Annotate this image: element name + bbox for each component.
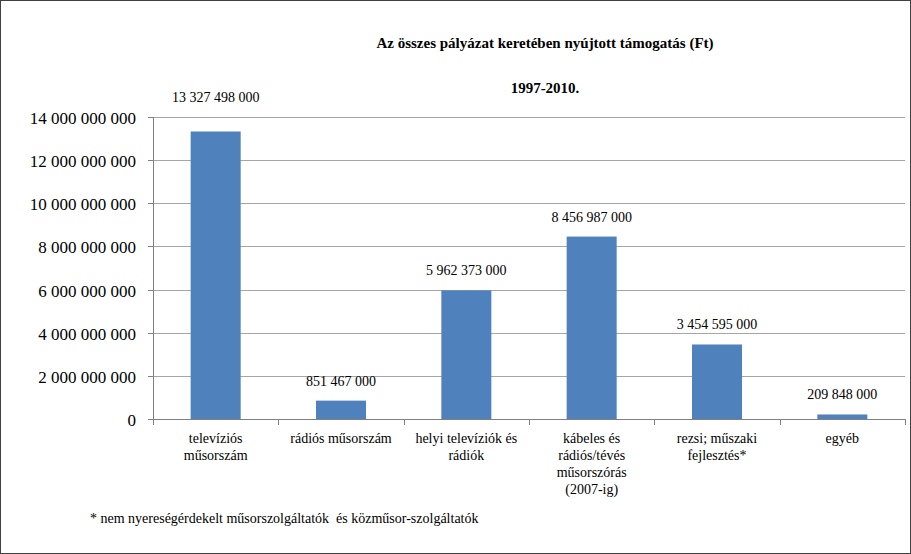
data-label: 3 454 595 000 bbox=[677, 317, 758, 332]
data-label: 851 467 000 bbox=[306, 374, 376, 389]
bar bbox=[316, 401, 366, 419]
grid-line bbox=[153, 246, 905, 247]
y-tick bbox=[148, 203, 153, 204]
category-label: helyi televíziók ésrádiók bbox=[415, 431, 517, 463]
grid-line bbox=[153, 203, 905, 204]
y-tick bbox=[148, 419, 153, 420]
category-separator bbox=[404, 419, 405, 425]
category-separator bbox=[278, 419, 279, 425]
y-tick-label: 10 000 000 000 bbox=[30, 195, 136, 214]
data-label: 209 848 000 bbox=[807, 387, 877, 402]
subtitle: 1997-2010. bbox=[511, 80, 580, 96]
y-tick bbox=[148, 160, 153, 161]
grid-line bbox=[153, 376, 905, 377]
y-tick bbox=[148, 290, 153, 291]
footnote: * nem nyereségérdekelt műsorszolgáltatók… bbox=[90, 511, 479, 526]
y-axis bbox=[153, 117, 154, 419]
category-label: televíziósműsorszám bbox=[184, 431, 248, 463]
data-label: 5 962 373 000 bbox=[426, 263, 507, 278]
grid-line bbox=[153, 160, 905, 161]
chart-frame bbox=[1, 1, 911, 554]
bar bbox=[567, 237, 617, 419]
y-tick bbox=[148, 333, 153, 334]
category-separator bbox=[780, 419, 781, 425]
bar bbox=[692, 344, 742, 419]
chart: Az összes pályázat keretében nyújtott tá… bbox=[0, 0, 911, 554]
data-label: 8 456 987 000 bbox=[551, 210, 632, 225]
bar bbox=[441, 290, 491, 419]
bar bbox=[817, 414, 867, 419]
category-label: kábeles ésrádiós/tévésműsorszórás(2007-i… bbox=[557, 431, 627, 498]
category-label: egyéb bbox=[826, 431, 859, 446]
y-tick-label: 12 000 000 000 bbox=[30, 152, 136, 171]
y-tick bbox=[148, 246, 153, 247]
y-tick-label: 8 000 000 000 bbox=[38, 238, 136, 257]
y-tick-label: 0 bbox=[128, 411, 137, 430]
category-separator bbox=[529, 419, 530, 425]
category-label: rezsi; műszakifejlesztés* bbox=[677, 431, 758, 463]
y-tick bbox=[148, 376, 153, 377]
data-label: 13 327 498 000 bbox=[172, 90, 260, 105]
grid-line bbox=[153, 117, 905, 118]
y-tick-label: 4 000 000 000 bbox=[38, 325, 136, 344]
title: Az összes pályázat keretében nyújtott tá… bbox=[376, 35, 713, 52]
y-tick bbox=[148, 117, 153, 118]
grid-line bbox=[153, 290, 905, 291]
category-separator bbox=[153, 419, 154, 425]
category-separator bbox=[654, 419, 655, 425]
bar bbox=[191, 132, 241, 419]
grid-line bbox=[153, 333, 905, 334]
category-separator bbox=[905, 419, 906, 425]
category-label: rádiós műsorszám bbox=[290, 431, 392, 446]
y-tick-label: 2 000 000 000 bbox=[38, 368, 136, 387]
y-tick-label: 14 000 000 000 bbox=[30, 109, 136, 128]
y-tick-label: 6 000 000 000 bbox=[38, 282, 136, 301]
